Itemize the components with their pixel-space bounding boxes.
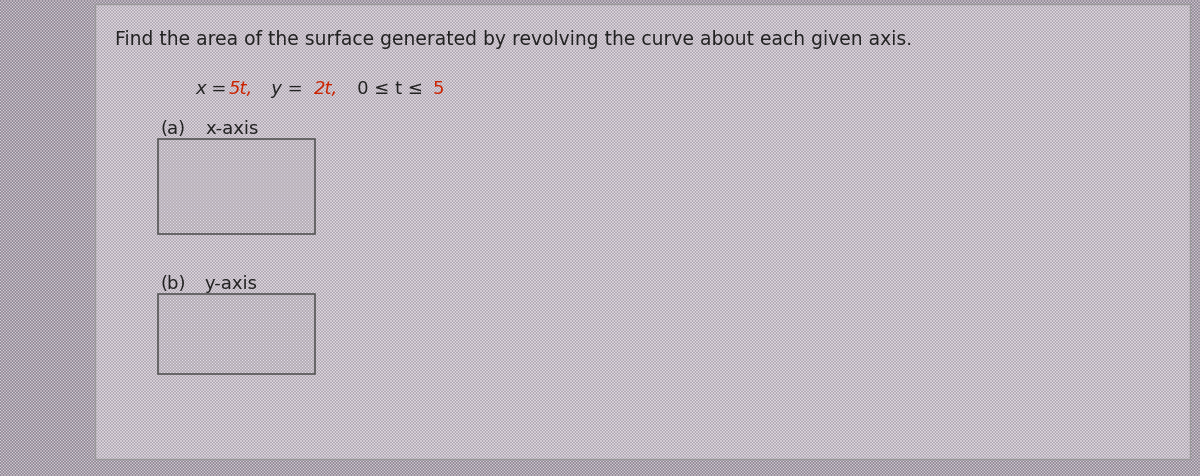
Text: 0 ≤ t ≤: 0 ≤ t ≤ xyxy=(340,80,428,98)
Text: (a): (a) xyxy=(160,120,185,138)
Text: 5t,: 5t, xyxy=(229,80,253,98)
Text: (b): (b) xyxy=(160,275,186,292)
Text: y =: y = xyxy=(254,80,310,98)
Text: x =: x = xyxy=(194,80,233,98)
Bar xyxy=(158,140,314,235)
Text: Find the area of the surface generated by revolving the curve about each given a: Find the area of the surface generated b… xyxy=(115,30,912,49)
Text: 2t,: 2t, xyxy=(314,80,338,98)
Text: 5: 5 xyxy=(433,80,444,98)
Text: y-axis: y-axis xyxy=(205,275,258,292)
Text: x-axis: x-axis xyxy=(205,120,258,138)
Bar xyxy=(158,294,314,374)
